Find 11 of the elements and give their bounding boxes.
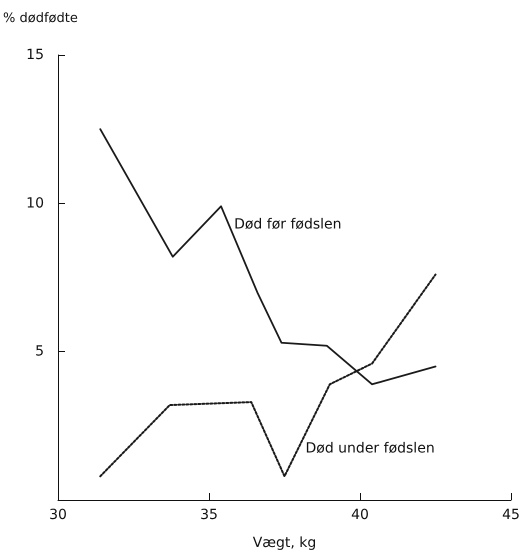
x-tick-label: 35 bbox=[200, 507, 218, 523]
x-axis-title: Vægt, kg bbox=[252, 535, 316, 551]
series-label: Død under fødslen bbox=[306, 440, 435, 456]
x-tick-label: 30 bbox=[49, 507, 67, 523]
y-tick-label: 15 bbox=[26, 47, 44, 63]
series-label: Død før fødslen bbox=[234, 216, 342, 232]
y-tick-label: 5 bbox=[35, 344, 44, 360]
x-tick-label: 40 bbox=[351, 507, 369, 523]
y-axis-title: % dødfødte bbox=[3, 11, 78, 26]
x-tick-label: 45 bbox=[502, 507, 520, 523]
y-tick-label: 10 bbox=[26, 195, 44, 212]
